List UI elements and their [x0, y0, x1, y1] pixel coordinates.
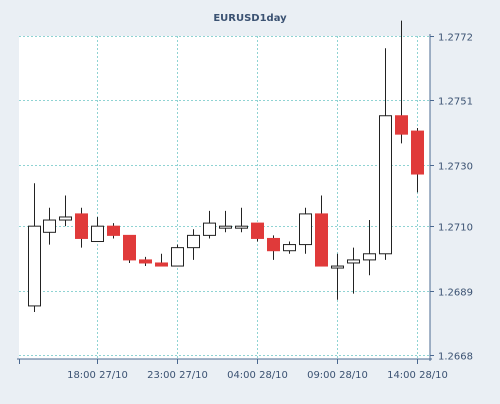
candle-body-up: [347, 259, 360, 264]
candle: [107, 223, 120, 239]
y-tick-label: 1.2730: [438, 162, 473, 173]
y-axis-ticks: 1.2668 1.2689 1.2710 1.2730 1.2751 1.2772: [430, 33, 473, 363]
candle: [235, 207, 248, 233]
y-tick-label: 1.2772: [438, 33, 473, 44]
x-tick-label: 23:00 27/10: [147, 370, 208, 381]
candle: [251, 222, 264, 242]
candle: [299, 207, 312, 254]
candle: [315, 195, 328, 267]
candle-body-up: [28, 225, 41, 307]
y-tick-label: 1.2710: [438, 223, 473, 234]
candle: [203, 210, 216, 239]
x-tick-label: 09:00 28/10: [307, 370, 368, 381]
candle: [28, 183, 41, 313]
y-tick-label: 1.2751: [438, 97, 473, 108]
x-tick-label: 04:00 28/10: [227, 370, 288, 381]
candle-body-up: [91, 225, 104, 243]
candle-body-up: [171, 247, 184, 267]
candle: [347, 247, 360, 294]
candle-body-down: [251, 222, 264, 239]
candle-body-down: [395, 115, 408, 135]
candle: [139, 256, 152, 267]
candle: [267, 235, 280, 260]
candle-body-up: [187, 234, 200, 249]
candle-body-down: [139, 259, 152, 264]
candle-body-down: [75, 213, 88, 239]
candle-body-up: [283, 244, 296, 252]
chart-title: EURUSD1day: [213, 13, 287, 24]
candle-body-up: [59, 216, 72, 221]
candle-body-down: [411, 130, 424, 175]
gridlines: [19, 36, 430, 359]
candle-body-up: [379, 115, 392, 255]
x-axis-ticks: 18:00 27/10 23:00 27/10 04:00 28/10 09:00 2…: [19, 359, 448, 381]
candle: [59, 195, 72, 227]
candle: [91, 216, 104, 243]
candle: [363, 220, 376, 276]
candle-body-down: [315, 213, 328, 267]
candles: [28, 20, 424, 313]
candle-body-down: [267, 237, 280, 252]
candle: [187, 229, 200, 260]
x-tick-label: 18:00 27/10: [67, 370, 128, 381]
candle-body-up: [43, 219, 56, 233]
y-tick-label: 1.2689: [438, 288, 473, 299]
candle-body-up: [203, 222, 216, 236]
candle-body-down: [155, 262, 168, 267]
candle-body-up: [235, 225, 248, 229]
candle: [331, 253, 344, 300]
candle-body-down: [123, 234, 136, 261]
candle-body-up: [219, 225, 232, 229]
candle: [75, 207, 88, 248]
candle: [43, 207, 56, 245]
candle-body-up: [363, 253, 376, 261]
axes: [17, 34, 432, 361]
candle-body-up: [299, 213, 312, 246]
candle-body-up: [331, 265, 344, 269]
candle: [283, 241, 296, 254]
candle: [395, 20, 408, 144]
candle-body-down: [107, 225, 120, 236]
candle: [123, 234, 136, 263]
candle: [171, 244, 184, 267]
x-tick-label: 14:00 28/10: [387, 370, 448, 381]
candle: [379, 48, 392, 260]
plot-background: [19, 36, 430, 359]
candle: [219, 210, 232, 233]
y-tick-label: 1.2668: [438, 352, 473, 363]
candle: [411, 128, 424, 193]
candle: [155, 253, 168, 267]
